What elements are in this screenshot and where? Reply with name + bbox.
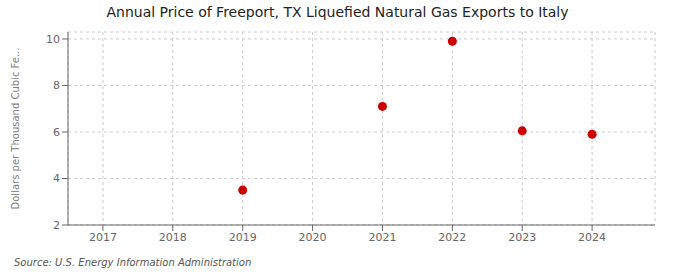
html-text:Annual Price of Freeport, TX L: Annual Price of Freeport, TX Liquefied N… [106,4,569,20]
svg-text:2018: 2018 [159,231,187,244]
svg-text:2: 2 [53,219,60,232]
svg-text:2022: 2022 [438,231,466,244]
svg-text:2021: 2021 [368,231,396,244]
svg-text:2020: 2020 [299,231,327,244]
svg-text:2019: 2019 [229,231,257,244]
html-text:Source: U.S. Energy Informatio: Source: U.S. Energy Information Administ… [14,257,252,268]
svg-text:8: 8 [53,79,60,92]
svg-text:2023: 2023 [508,231,536,244]
svg-text:4: 4 [53,172,60,185]
svg-text:Dollars per Thousand Cubic Fe.: Dollars per Thousand Cubic Fe... [10,48,21,210]
svg-text:2024: 2024 [578,231,606,244]
svg-text:10: 10 [46,33,60,46]
svg-text:2017: 2017 [89,231,117,244]
svg-text:6: 6 [53,126,60,139]
